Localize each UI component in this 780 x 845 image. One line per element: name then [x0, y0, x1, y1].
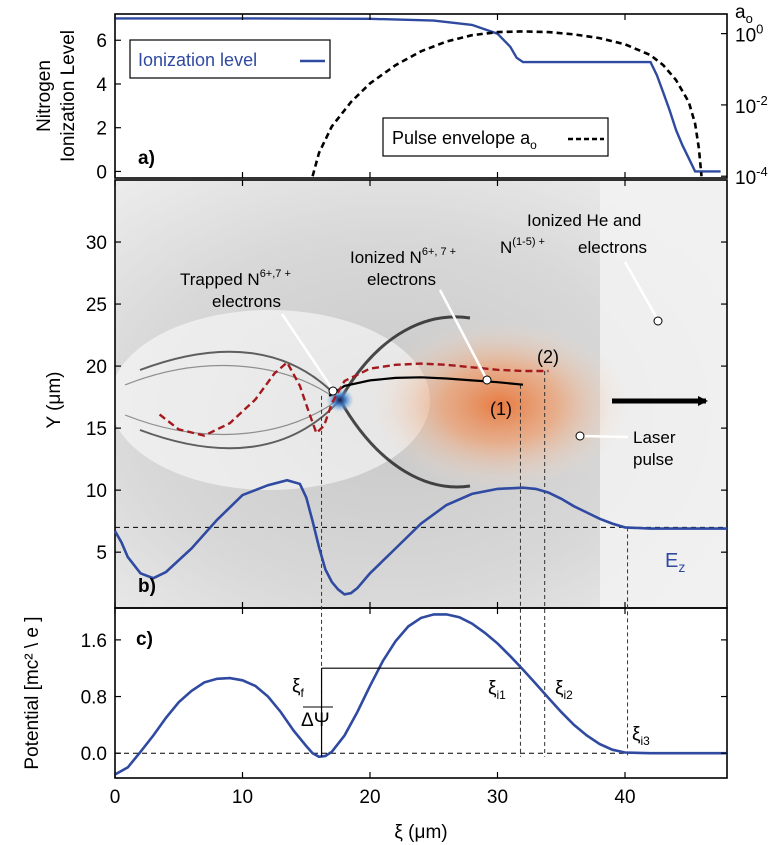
axis-ticks: 0 10 20 30 40 0 2 4 6 100 10-2 10-4 5 10 15 20 25 30 0.0 0.…	[81, 14, 768, 808]
he-label: Ionized He and	[527, 211, 641, 230]
panel-a-y-tick-label: 6	[96, 31, 107, 52]
trajectory-2-label: (2)	[537, 347, 559, 367]
ionization-legend: Ionization level	[129, 39, 331, 79]
panel-b-y-tick-label: 5	[96, 543, 107, 564]
x-tick-label: 10	[232, 787, 253, 808]
panel-a-right-tick-label: 100	[735, 22, 763, 47]
he-label-2: N(1-5) +	[500, 236, 545, 257]
panel-a-ylabel-line1: Nitrogen	[34, 60, 55, 132]
trapped-marker	[328, 386, 338, 396]
panel-a-y-tick-label: 0	[96, 162, 107, 183]
panel-c-y-tick-label: 1.6	[81, 631, 107, 652]
panel-b-y-tick-label: 15	[86, 419, 107, 440]
delta-psi-label: ΔΨ	[301, 710, 330, 731]
xi-i3-label: ξi3	[632, 724, 650, 748]
panel-b-y-tick-label: 10	[86, 481, 107, 502]
panel-a-y-tick-label: 2	[96, 119, 107, 140]
xi-i1-label: ξi1	[488, 678, 506, 702]
xi-reference-lines	[321, 371, 629, 757]
panel-a-y-tick-label: 4	[96, 75, 107, 96]
laser-label: Laser	[633, 428, 676, 447]
panel-a-right-tick-label: 10-2	[735, 93, 768, 118]
envelope-legend-text: Pulse envelope ao	[392, 128, 537, 152]
he-label-3: electrons	[578, 238, 647, 257]
panel-a-right-tick-label: 10-4	[735, 164, 768, 189]
potential-line	[114, 613, 727, 776]
laser-pointer	[579, 434, 629, 439]
trapped-label: Trapped N6+,7 +	[180, 268, 291, 289]
ionized-label: Ionized N6+, 7 +	[350, 246, 456, 267]
laser-label-2: pulse	[633, 450, 674, 469]
pulse-envelope-line	[311, 30, 703, 177]
x-tick-label: 20	[359, 787, 380, 808]
panel-c-tag: c)	[136, 629, 153, 650]
x-axis-title: ξ (μm)	[394, 822, 447, 843]
panel-c-ylabel: Potential [mc² \ e ]	[22, 616, 43, 769]
xi-f-label: ξf	[292, 676, 305, 700]
panel-b-tag: b)	[138, 576, 156, 597]
panel-c-y-tick-label: 0.8	[81, 688, 107, 709]
panel-b-ylabel: Y (μm)	[44, 371, 65, 428]
panel-b-y-tick-label: 25	[86, 295, 107, 316]
x-tick-label: 0	[110, 787, 121, 808]
panel-c-y-tick-label: 0.0	[81, 744, 107, 765]
ionized-label-2: electrons	[367, 270, 436, 289]
ionized-marker	[482, 375, 492, 385]
ionization-legend-text: Ionization level	[138, 50, 257, 70]
panel-b-y-tick-label: 30	[86, 233, 107, 254]
he-pointer	[623, 261, 660, 321]
panel-a-tag: a)	[138, 148, 155, 169]
ez-label: Ez	[665, 550, 685, 575]
envelope-legend: Pulse envelope ao	[382, 117, 609, 157]
panel-a-ylabel-line2: Ionization Level	[58, 30, 79, 162]
envelope-legend-box	[382, 117, 609, 157]
trapped-label-2: electrons	[212, 292, 281, 311]
x-tick-label: 40	[614, 787, 635, 808]
laser-marker	[575, 431, 585, 441]
panel-c-frame	[114, 607, 728, 779]
trajectory-1-label: (1)	[490, 399, 512, 419]
panel-a-frame	[114, 13, 728, 179]
ionization-legend-box	[129, 39, 331, 79]
ionization-level-line	[115, 17, 721, 173]
panel-a-right-label: ao	[735, 2, 753, 26]
he-marker	[653, 316, 663, 326]
x-tick-label: 30	[487, 787, 508, 808]
ez-field-line	[113, 478, 727, 596]
trajectory-2-line	[158, 360, 549, 437]
trapped-pointer	[280, 313, 335, 391]
ionized-pointer	[438, 289, 489, 381]
panel-b-density-map	[115, 180, 727, 608]
panel-b-y-tick-label: 20	[86, 357, 107, 378]
xi-i2-label: ξi2	[555, 678, 573, 702]
